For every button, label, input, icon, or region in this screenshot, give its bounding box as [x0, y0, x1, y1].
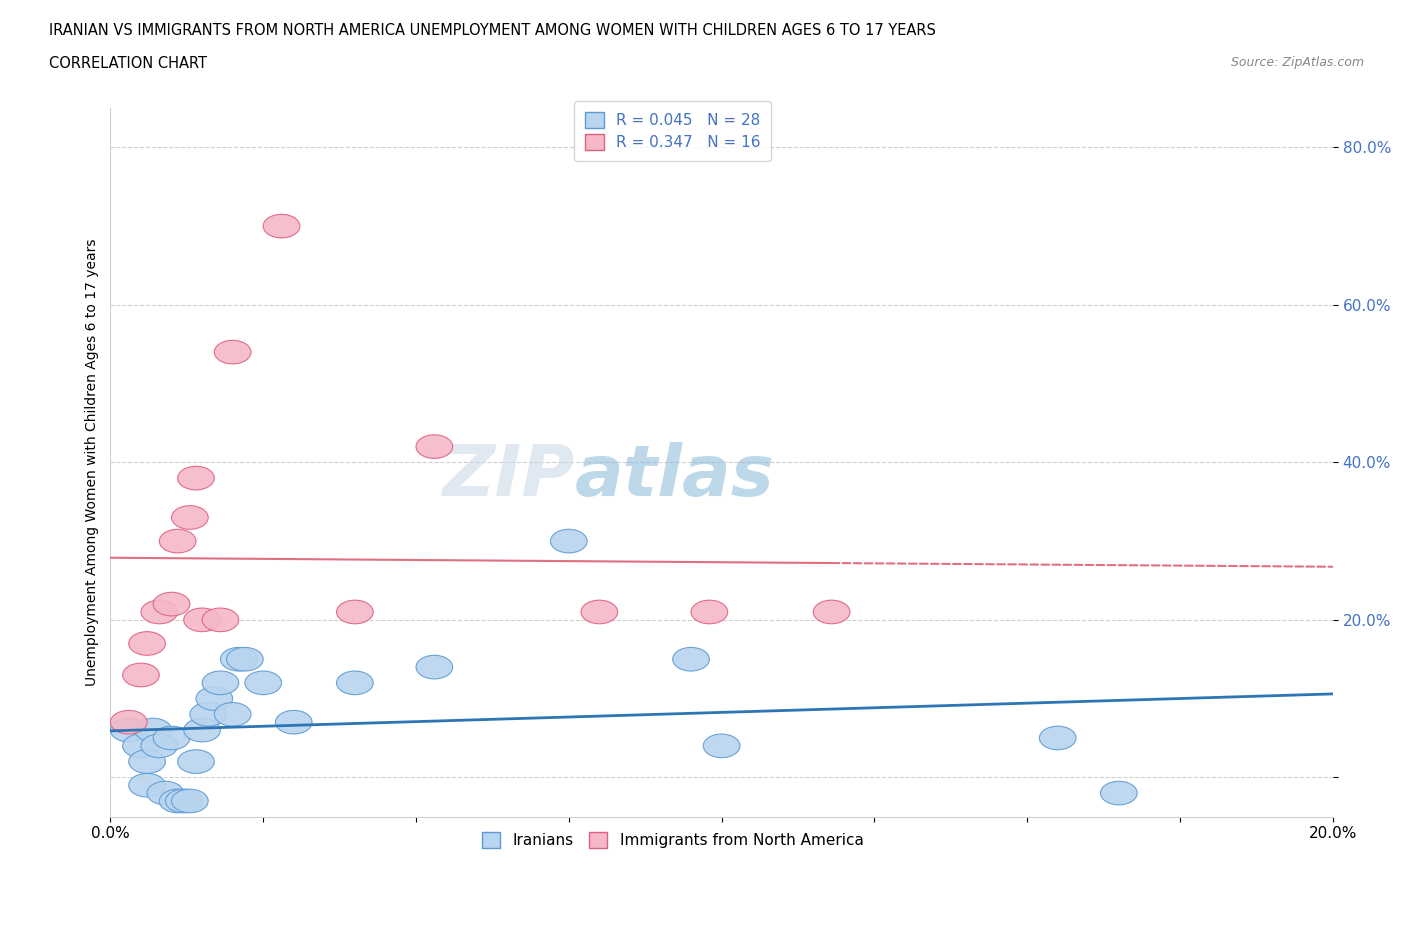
- Ellipse shape: [195, 686, 232, 711]
- Ellipse shape: [214, 702, 252, 726]
- Ellipse shape: [159, 529, 195, 553]
- Ellipse shape: [153, 592, 190, 616]
- Ellipse shape: [336, 671, 373, 695]
- Ellipse shape: [129, 631, 166, 656]
- Ellipse shape: [336, 600, 373, 624]
- Text: IRANIAN VS IMMIGRANTS FROM NORTH AMERICA UNEMPLOYMENT AMONG WOMEN WITH CHILDREN : IRANIAN VS IMMIGRANTS FROM NORTH AMERICA…: [49, 23, 936, 38]
- Ellipse shape: [551, 529, 588, 553]
- Ellipse shape: [141, 600, 177, 624]
- Ellipse shape: [129, 750, 166, 774]
- Ellipse shape: [221, 647, 257, 671]
- Text: Source: ZipAtlas.com: Source: ZipAtlas.com: [1230, 56, 1364, 69]
- Ellipse shape: [672, 647, 710, 671]
- Ellipse shape: [177, 466, 214, 490]
- Ellipse shape: [245, 671, 281, 695]
- Ellipse shape: [172, 506, 208, 529]
- Ellipse shape: [581, 600, 617, 624]
- Ellipse shape: [129, 774, 166, 797]
- Ellipse shape: [202, 608, 239, 631]
- Text: atlas: atlas: [575, 442, 775, 511]
- Ellipse shape: [122, 734, 159, 758]
- Ellipse shape: [263, 214, 299, 238]
- Ellipse shape: [703, 734, 740, 758]
- Ellipse shape: [159, 790, 195, 813]
- Ellipse shape: [141, 734, 177, 758]
- Ellipse shape: [148, 781, 184, 804]
- Ellipse shape: [276, 711, 312, 734]
- Ellipse shape: [1101, 781, 1137, 804]
- Ellipse shape: [135, 718, 172, 742]
- Ellipse shape: [214, 340, 252, 364]
- Legend: Iranians, Immigrants from North America: Iranians, Immigrants from North America: [471, 821, 875, 858]
- Ellipse shape: [111, 718, 148, 742]
- Ellipse shape: [416, 435, 453, 458]
- Text: ZIP: ZIP: [443, 442, 575, 511]
- Ellipse shape: [184, 608, 221, 631]
- Ellipse shape: [1039, 726, 1076, 750]
- Ellipse shape: [416, 656, 453, 679]
- Ellipse shape: [166, 790, 202, 813]
- Ellipse shape: [172, 790, 208, 813]
- Text: CORRELATION CHART: CORRELATION CHART: [49, 56, 207, 71]
- Y-axis label: Unemployment Among Women with Children Ages 6 to 17 years: Unemployment Among Women with Children A…: [86, 239, 100, 686]
- Ellipse shape: [226, 647, 263, 671]
- Ellipse shape: [177, 750, 214, 774]
- Ellipse shape: [153, 726, 190, 750]
- Ellipse shape: [122, 663, 159, 686]
- Ellipse shape: [190, 702, 226, 726]
- Ellipse shape: [111, 711, 148, 734]
- Ellipse shape: [813, 600, 851, 624]
- Ellipse shape: [184, 718, 221, 742]
- Ellipse shape: [202, 671, 239, 695]
- Ellipse shape: [690, 600, 728, 624]
